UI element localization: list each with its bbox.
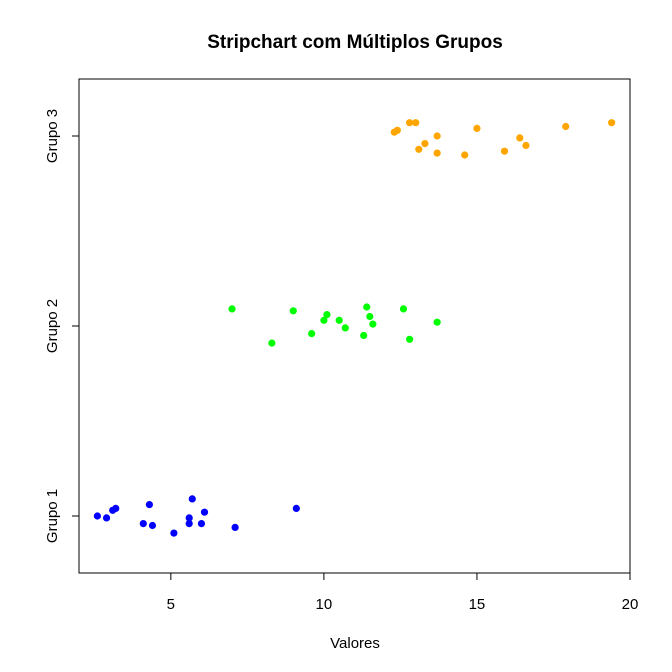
x-tick-label: 10 <box>316 596 333 613</box>
data-point-group-2 <box>433 318 441 326</box>
y-tick-label: Grupo 1 <box>44 489 61 543</box>
x-tick-label: 15 <box>469 596 486 613</box>
data-point-group-1 <box>102 514 111 522</box>
data-point-group-2 <box>363 303 371 311</box>
data-point-group-2 <box>323 311 331 319</box>
x-axis-label: Valores <box>330 635 380 652</box>
x-tick-label: 5 <box>167 596 175 613</box>
data-point-group-2 <box>268 339 276 347</box>
data-point-group-3 <box>608 119 616 127</box>
data-points <box>93 119 616 537</box>
data-point-group-1 <box>170 529 178 537</box>
data-point-group-3 <box>433 149 441 157</box>
data-point-group-3 <box>461 151 469 159</box>
y-axis: Grupo 1 Grupo 2 Grupo 3 <box>44 109 80 543</box>
data-point-group-1 <box>145 501 154 509</box>
data-point-group-3 <box>562 122 570 131</box>
data-point-group-1 <box>200 508 209 516</box>
data-point-group-1 <box>148 521 157 530</box>
data-point-group-1 <box>185 514 193 522</box>
data-point-group-3 <box>393 126 401 134</box>
data-point-group-2 <box>308 330 316 338</box>
chart-title: Stripchart com Múltiplos Grupos <box>207 32 503 53</box>
data-point-group-2 <box>341 324 349 332</box>
data-point-group-3 <box>406 119 414 127</box>
data-point-group-1 <box>231 523 239 532</box>
data-point-group-1 <box>112 504 120 512</box>
data-point-group-2 <box>289 307 297 315</box>
data-point-group-1 <box>292 504 300 512</box>
data-point-group-3 <box>516 134 524 142</box>
data-point-group-2 <box>399 305 408 313</box>
data-point-group-3 <box>473 124 481 132</box>
data-point-group-2 <box>228 305 236 313</box>
data-point-group-3 <box>500 147 509 155</box>
data-point-group-2 <box>406 335 414 343</box>
data-point-group-1 <box>139 520 147 528</box>
x-axis: 5 10 15 20 <box>167 572 639 613</box>
data-point-group-2 <box>366 312 374 321</box>
plot-frame <box>78 78 631 574</box>
x-tick-label: 20 <box>622 596 639 613</box>
data-point-group-1 <box>185 520 193 528</box>
data-point-group-1 <box>93 512 101 520</box>
data-point-group-3 <box>415 145 423 153</box>
data-point-group-3 <box>412 119 420 127</box>
data-point-group-1 <box>188 495 196 503</box>
data-point-group-1 <box>197 520 206 528</box>
data-point-group-2 <box>320 316 328 324</box>
y-tick-label: Grupo 2 <box>44 299 61 353</box>
data-point-group-3 <box>421 140 429 148</box>
y-tick-label: Grupo 3 <box>44 109 61 163</box>
data-point-group-2 <box>335 316 343 324</box>
data-point-group-2 <box>360 331 368 340</box>
data-point-group-3 <box>522 141 530 150</box>
data-point-group-3 <box>433 132 441 140</box>
data-point-group-2 <box>369 320 377 328</box>
